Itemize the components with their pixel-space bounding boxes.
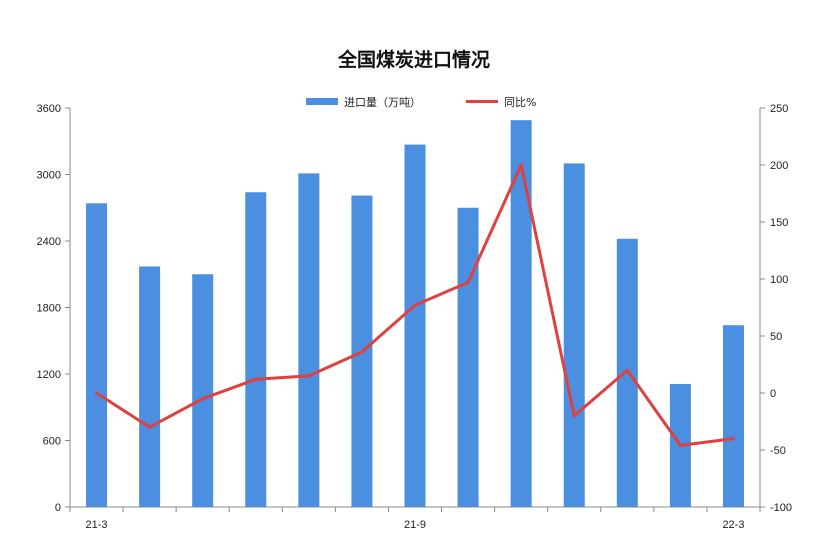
- y-right-tick-label: 0: [770, 388, 776, 400]
- bar: [404, 144, 426, 507]
- line-point: [201, 397, 205, 401]
- chart-title: 全国煤炭进口情况: [337, 48, 490, 71]
- line-point: [519, 163, 523, 167]
- x-tick-label: 22-3: [722, 519, 744, 531]
- y-left-tick-label: 3600: [37, 103, 61, 115]
- bar: [722, 325, 744, 507]
- line-point: [413, 303, 417, 307]
- line-point: [95, 391, 99, 395]
- x-tick-label: 21-3: [86, 519, 108, 531]
- bar: [616, 238, 638, 508]
- legend-bar-label: 进口量（万吨）: [344, 96, 421, 109]
- bar: [457, 207, 479, 507]
- line-point: [625, 368, 629, 372]
- y-right-tick-label: 100: [770, 274, 788, 286]
- x-tick-label: 21-9: [404, 519, 426, 531]
- y-right-tick-label: 50: [770, 331, 782, 343]
- y-left-tick-label: 600: [43, 436, 61, 448]
- axes: 0 600 1200 1800 2400 3000 3600 -100 -50 0 50 100 150…: [37, 103, 793, 531]
- bar: [139, 266, 161, 507]
- legend-line-label: 同比%: [504, 96, 536, 109]
- y-left-tick-label: 1200: [37, 369, 61, 381]
- line-point: [731, 437, 735, 441]
- y-right-tick-label: 200: [770, 160, 788, 172]
- legend: 进口量（万吨） 同比%: [306, 96, 536, 109]
- bar: [510, 120, 532, 508]
- legend-bar-swatch: [306, 98, 338, 105]
- bar-series: [86, 120, 744, 508]
- line-point: [678, 443, 682, 447]
- bar: [298, 173, 320, 507]
- bar: [563, 163, 585, 507]
- y-right-tick-label: -100: [770, 502, 792, 514]
- y-right-tick-label: 250: [770, 103, 788, 115]
- y-left-tick-label: 1800: [37, 303, 61, 315]
- y-left-tick-label: 0: [55, 502, 61, 514]
- line-point: [307, 374, 311, 378]
- bar: [192, 274, 214, 507]
- line-point: [254, 377, 258, 381]
- line-point: [466, 280, 470, 284]
- y-right-tick-label: -50: [770, 445, 786, 457]
- y-left-tick-label: 2400: [37, 236, 61, 248]
- line-series: [95, 163, 735, 447]
- line-point: [148, 425, 152, 429]
- bar: [86, 203, 108, 508]
- y-left-tick-label: 3000: [37, 170, 61, 182]
- line-point: [360, 350, 364, 354]
- y-right-tick-label: 150: [770, 217, 788, 229]
- line-point: [572, 414, 576, 418]
- bar: [245, 192, 267, 507]
